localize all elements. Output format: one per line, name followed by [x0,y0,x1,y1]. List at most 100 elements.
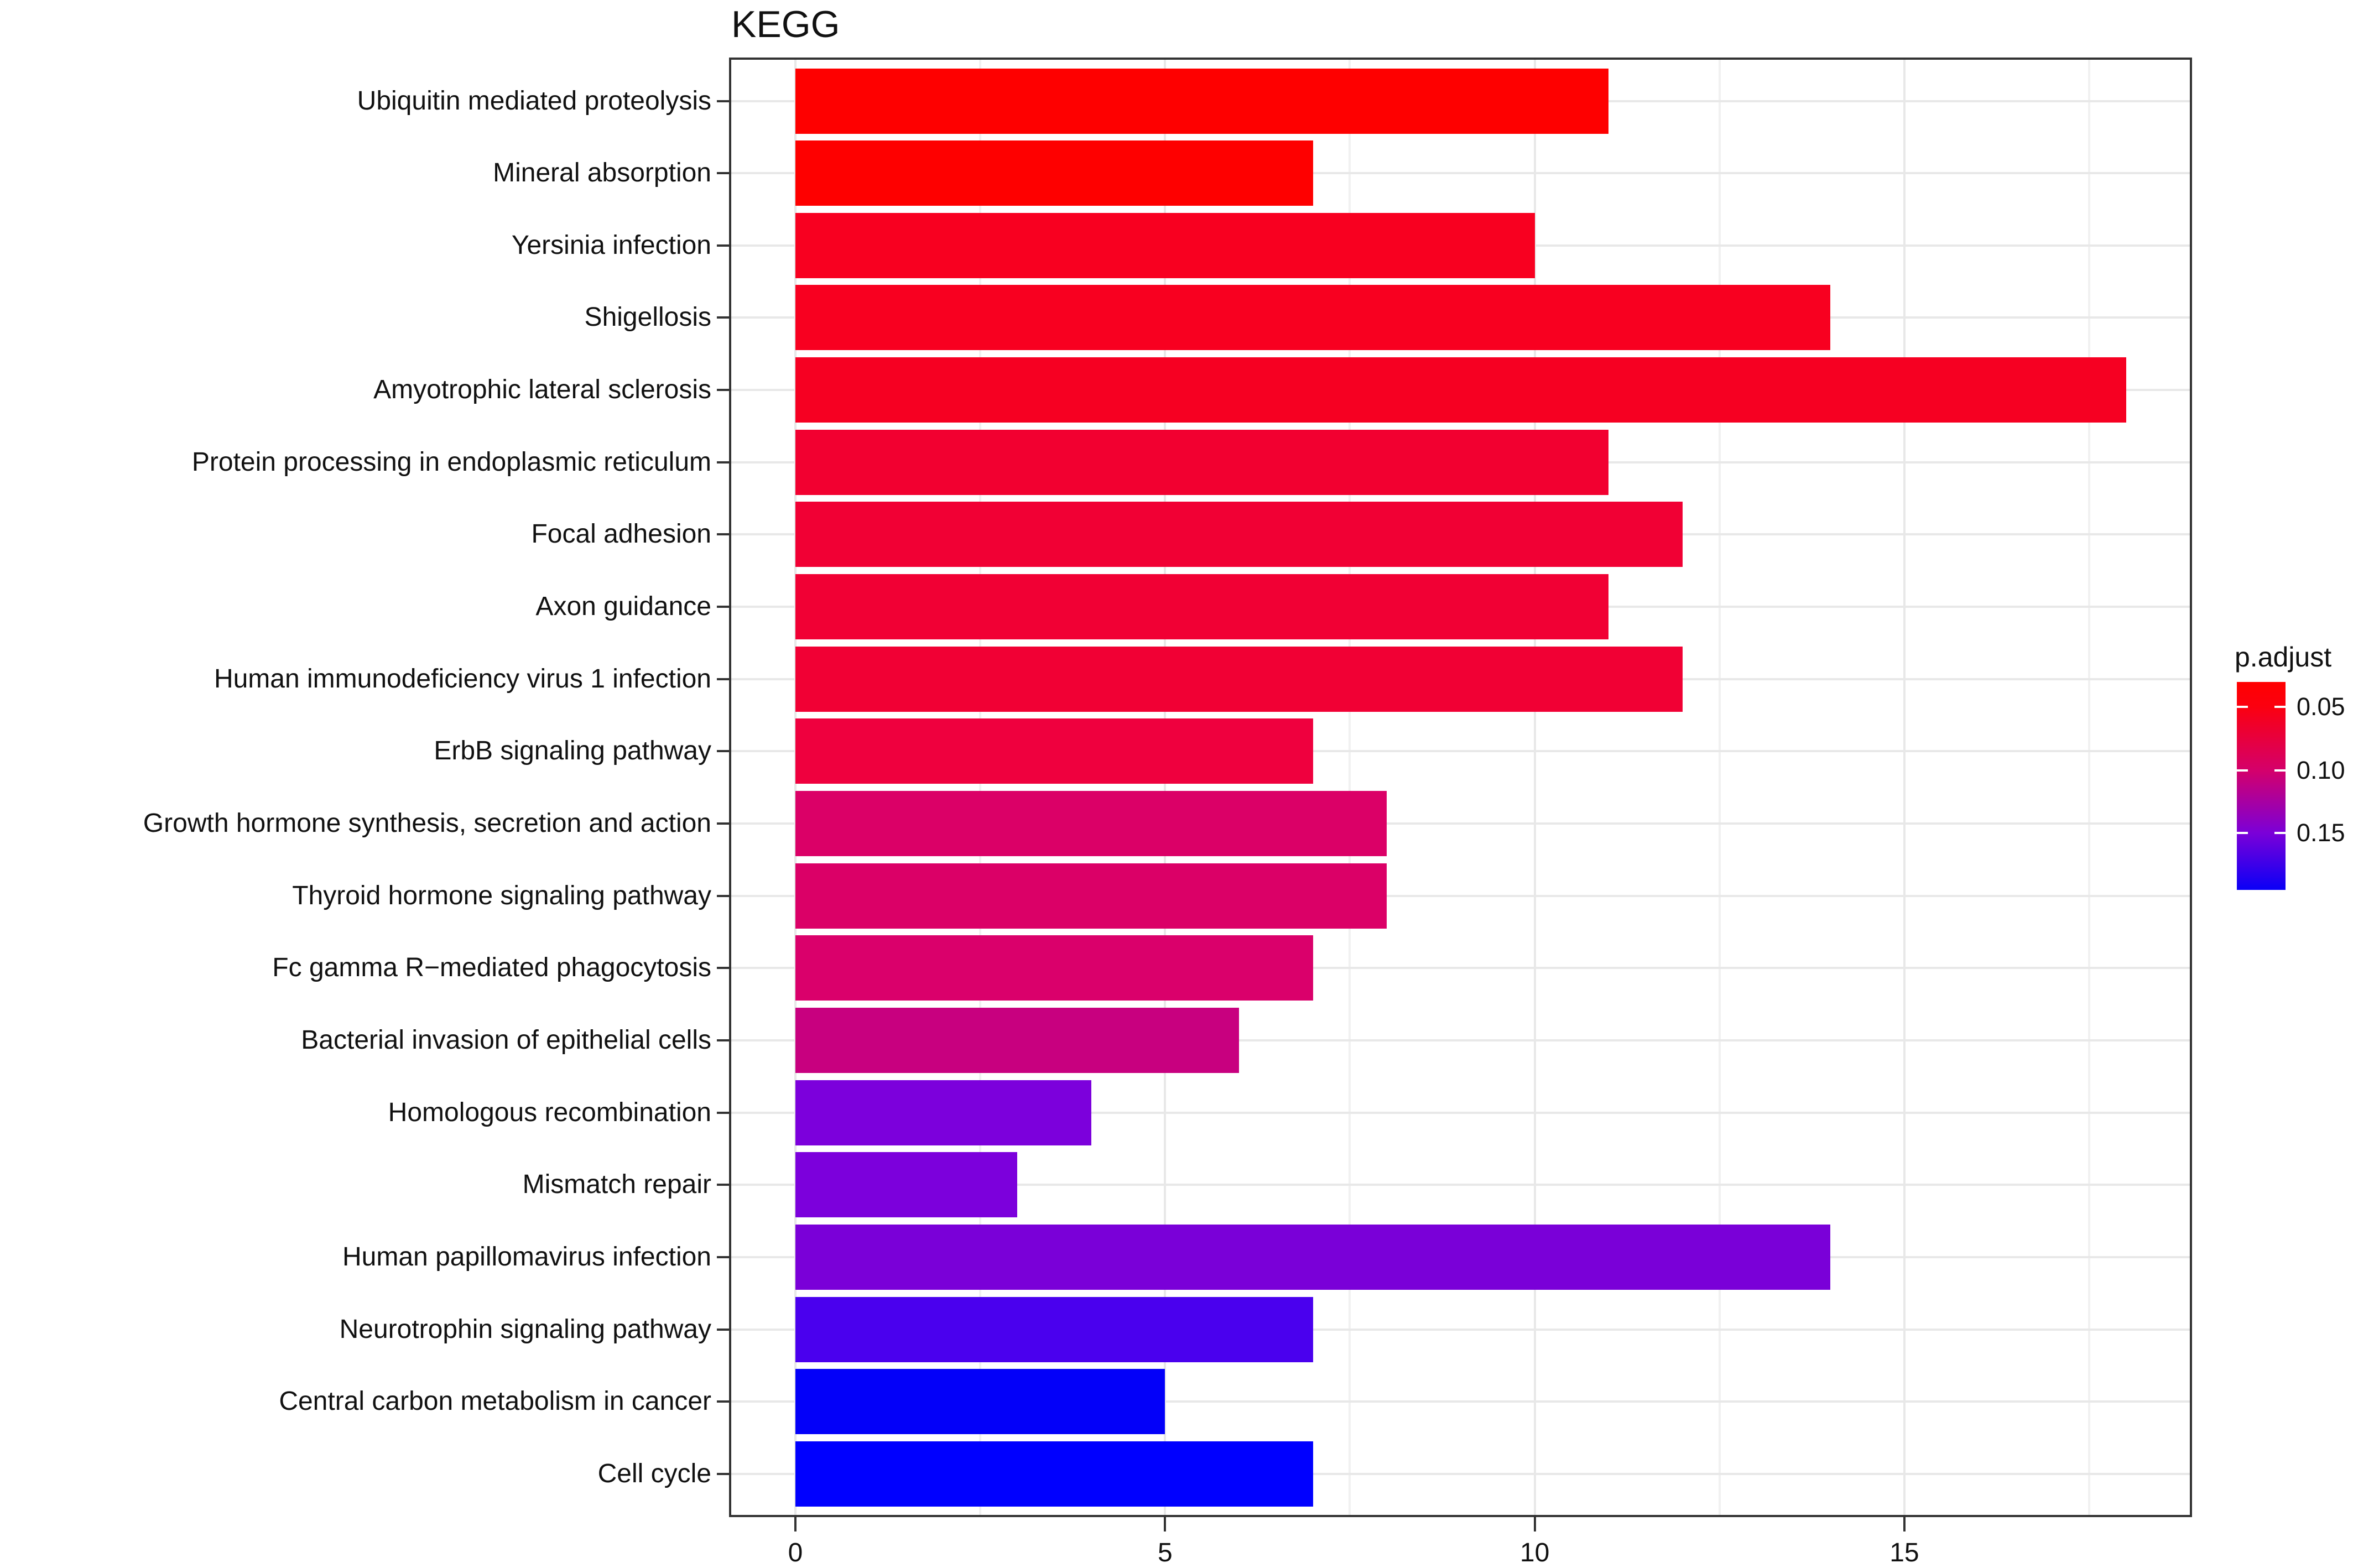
y-axis-tick [717,967,729,970]
y-axis-label-central-carbon-metabolism-in-cancer: Central carbon metabolism in cancer [279,1387,711,1416]
gridline-major-vertical [794,58,797,1517]
legend-gradient-bar [2237,682,2286,890]
legend-label-0.15: 0.15 [2297,819,2345,847]
gridline-major-horizontal [729,750,2192,753]
y-axis-label-mineral-absorption: Mineral absorption [493,158,711,188]
y-axis-label-ubiquitin-mediated-proteolysis: Ubiquitin mediated proteolysis [357,86,711,116]
gridline-major-horizontal [729,1473,2192,1476]
bar-yersinia-infection [795,212,1535,278]
legend-tick-right [2274,769,2286,772]
y-axis-tick [717,1039,729,1042]
gridline-minor-vertical [1349,58,1351,1517]
bar-mismatch-repair [795,1152,1017,1218]
legend-title: p.adjust [2235,642,2332,673]
gridline-major-vertical [1533,58,1536,1517]
gridline-major-horizontal [729,1184,2192,1186]
y-axis-label-homologous-recombination: Homologous recombination [388,1097,711,1127]
y-axis-tick [717,678,729,680]
gridline-minor-vertical [979,58,982,1517]
x-axis-tick [1164,1517,1167,1531]
legend-tick-left [2237,706,2248,708]
bar-protein-processing-in-endoplasmic-reticulum [795,429,1609,495]
y-axis-tick [717,461,729,463]
y-axis-label-amyotrophic-lateral-sclerosis: Amyotrophic lateral sclerosis [373,375,711,405]
x-axis-label-0: 0 [788,1538,803,1567]
x-axis-label-5: 5 [1157,1538,1173,1567]
y-axis-label-focal-adhesion: Focal adhesion [531,519,711,549]
gridline-minor-vertical [2088,58,2091,1517]
y-axis-label-protein-processing-in-endoplasmic-reticulum: Protein processing in endoplasmic reticu… [191,447,711,477]
bar-focal-adhesion [795,502,1683,567]
bar-ubiquitin-mediated-proteolysis [795,68,1609,134]
y-axis-tick [717,822,729,825]
y-axis-label-mismatch-repair: Mismatch repair [522,1170,711,1200]
bar-erbb-signaling-pathway [795,718,1313,784]
y-axis-tick [717,606,729,608]
bar-fc-gamma-r-mediated-phagocytosis [795,935,1313,1001]
y-axis-label-cell-cycle: Cell cycle [597,1459,711,1489]
y-axis-tick [717,100,729,102]
y-axis-tick [717,1184,729,1186]
bar-shigellosis [795,285,1831,351]
gridline-major-vertical [1903,58,1906,1517]
bar-central-carbon-metabolism-in-cancer [795,1369,1165,1435]
bar-amyotrophic-lateral-sclerosis [795,357,2126,423]
y-axis-tick [717,316,729,319]
y-axis-label-yersinia-infection: Yersinia infection [511,230,711,260]
gridline-major-horizontal [729,1400,2192,1403]
y-axis-label-shigellosis: Shigellosis [584,303,711,332]
y-axis-tick [717,1256,729,1259]
bar-human-papillomavirus-infection [795,1225,1831,1290]
gridline-minor-vertical [1718,58,1721,1517]
y-axis-tick [717,1473,729,1476]
y-axis-tick [717,533,729,536]
legend-tick-left [2237,832,2248,834]
gridline-major-horizontal [729,894,2192,897]
plot-panel [729,58,2192,1517]
legend-tick-right [2274,706,2286,708]
x-axis-tick [794,1517,797,1531]
gridline-major-vertical [1164,58,1167,1517]
y-axis-tick [717,389,729,392]
legend-label-0.05: 0.05 [2297,692,2345,721]
bar-thyroid-hormone-signaling-pathway [795,863,1387,929]
gridline-major-horizontal [729,1328,2192,1331]
legend-tick-right [2274,832,2286,834]
y-axis-label-thyroid-hormone-signaling-pathway: Thyroid hormone signaling pathway [292,881,711,910]
legend-tick-left [2237,769,2248,772]
y-axis-tick [717,1328,729,1331]
gridline-major-horizontal [729,172,2192,175]
y-axis-tick [717,172,729,175]
y-axis-label-axon-guidance: Axon guidance [535,592,711,622]
bar-human-immunodeficiency-virus-1-infection [795,646,1683,712]
y-axis-label-human-papillomavirus-infection: Human papillomavirus infection [342,1242,711,1272]
bar-cell-cycle [795,1441,1313,1507]
gridline-major-horizontal [729,967,2192,970]
y-axis-tick [717,244,729,247]
x-axis-label-15: 15 [1889,1538,1919,1567]
y-axis-label-human-immunodeficiency-virus-1-infection: Human immunodeficiency virus 1 infection [214,664,711,694]
bar-neurotrophin-signaling-pathway [795,1296,1313,1362]
gridline-major-horizontal [729,822,2192,825]
bar-axon-guidance [795,574,1609,640]
gridline-major-horizontal [729,1039,2192,1042]
bar-mineral-absorption [795,140,1313,206]
gridline-major-horizontal [729,1111,2192,1114]
plot-title: KEGG [731,3,840,45]
y-axis-tick [717,1400,729,1403]
y-axis-tick [717,894,729,897]
bar-bacterial-invasion-of-epithelial-cells [795,1008,1239,1074]
y-axis-label-erbb-signaling-pathway: ErbB signaling pathway [434,736,711,766]
bar-growth-hormone-synthesis-secretion-and-action [795,791,1387,857]
x-axis-label-10: 10 [1519,1538,1550,1567]
x-axis-tick [1903,1517,1906,1531]
x-axis-tick [1533,1517,1536,1531]
y-axis-label-growth-hormone-synthesis-secretion-and-action: Growth hormone synthesis, secretion and … [143,809,711,838]
y-axis-label-bacterial-invasion-of-epithelial-cells: Bacterial invasion of epithelial cells [301,1025,711,1055]
y-axis-label-fc-gamma-r-mediated-phagocytosis: Fc gamma R−mediated phagocytosis [272,953,711,983]
y-axis-label-neurotrophin-signaling-pathway: Neurotrophin signaling pathway [339,1314,711,1344]
y-axis-tick [717,750,729,753]
bar-homologous-recombination [795,1080,1091,1145]
y-axis-tick [717,1111,729,1114]
